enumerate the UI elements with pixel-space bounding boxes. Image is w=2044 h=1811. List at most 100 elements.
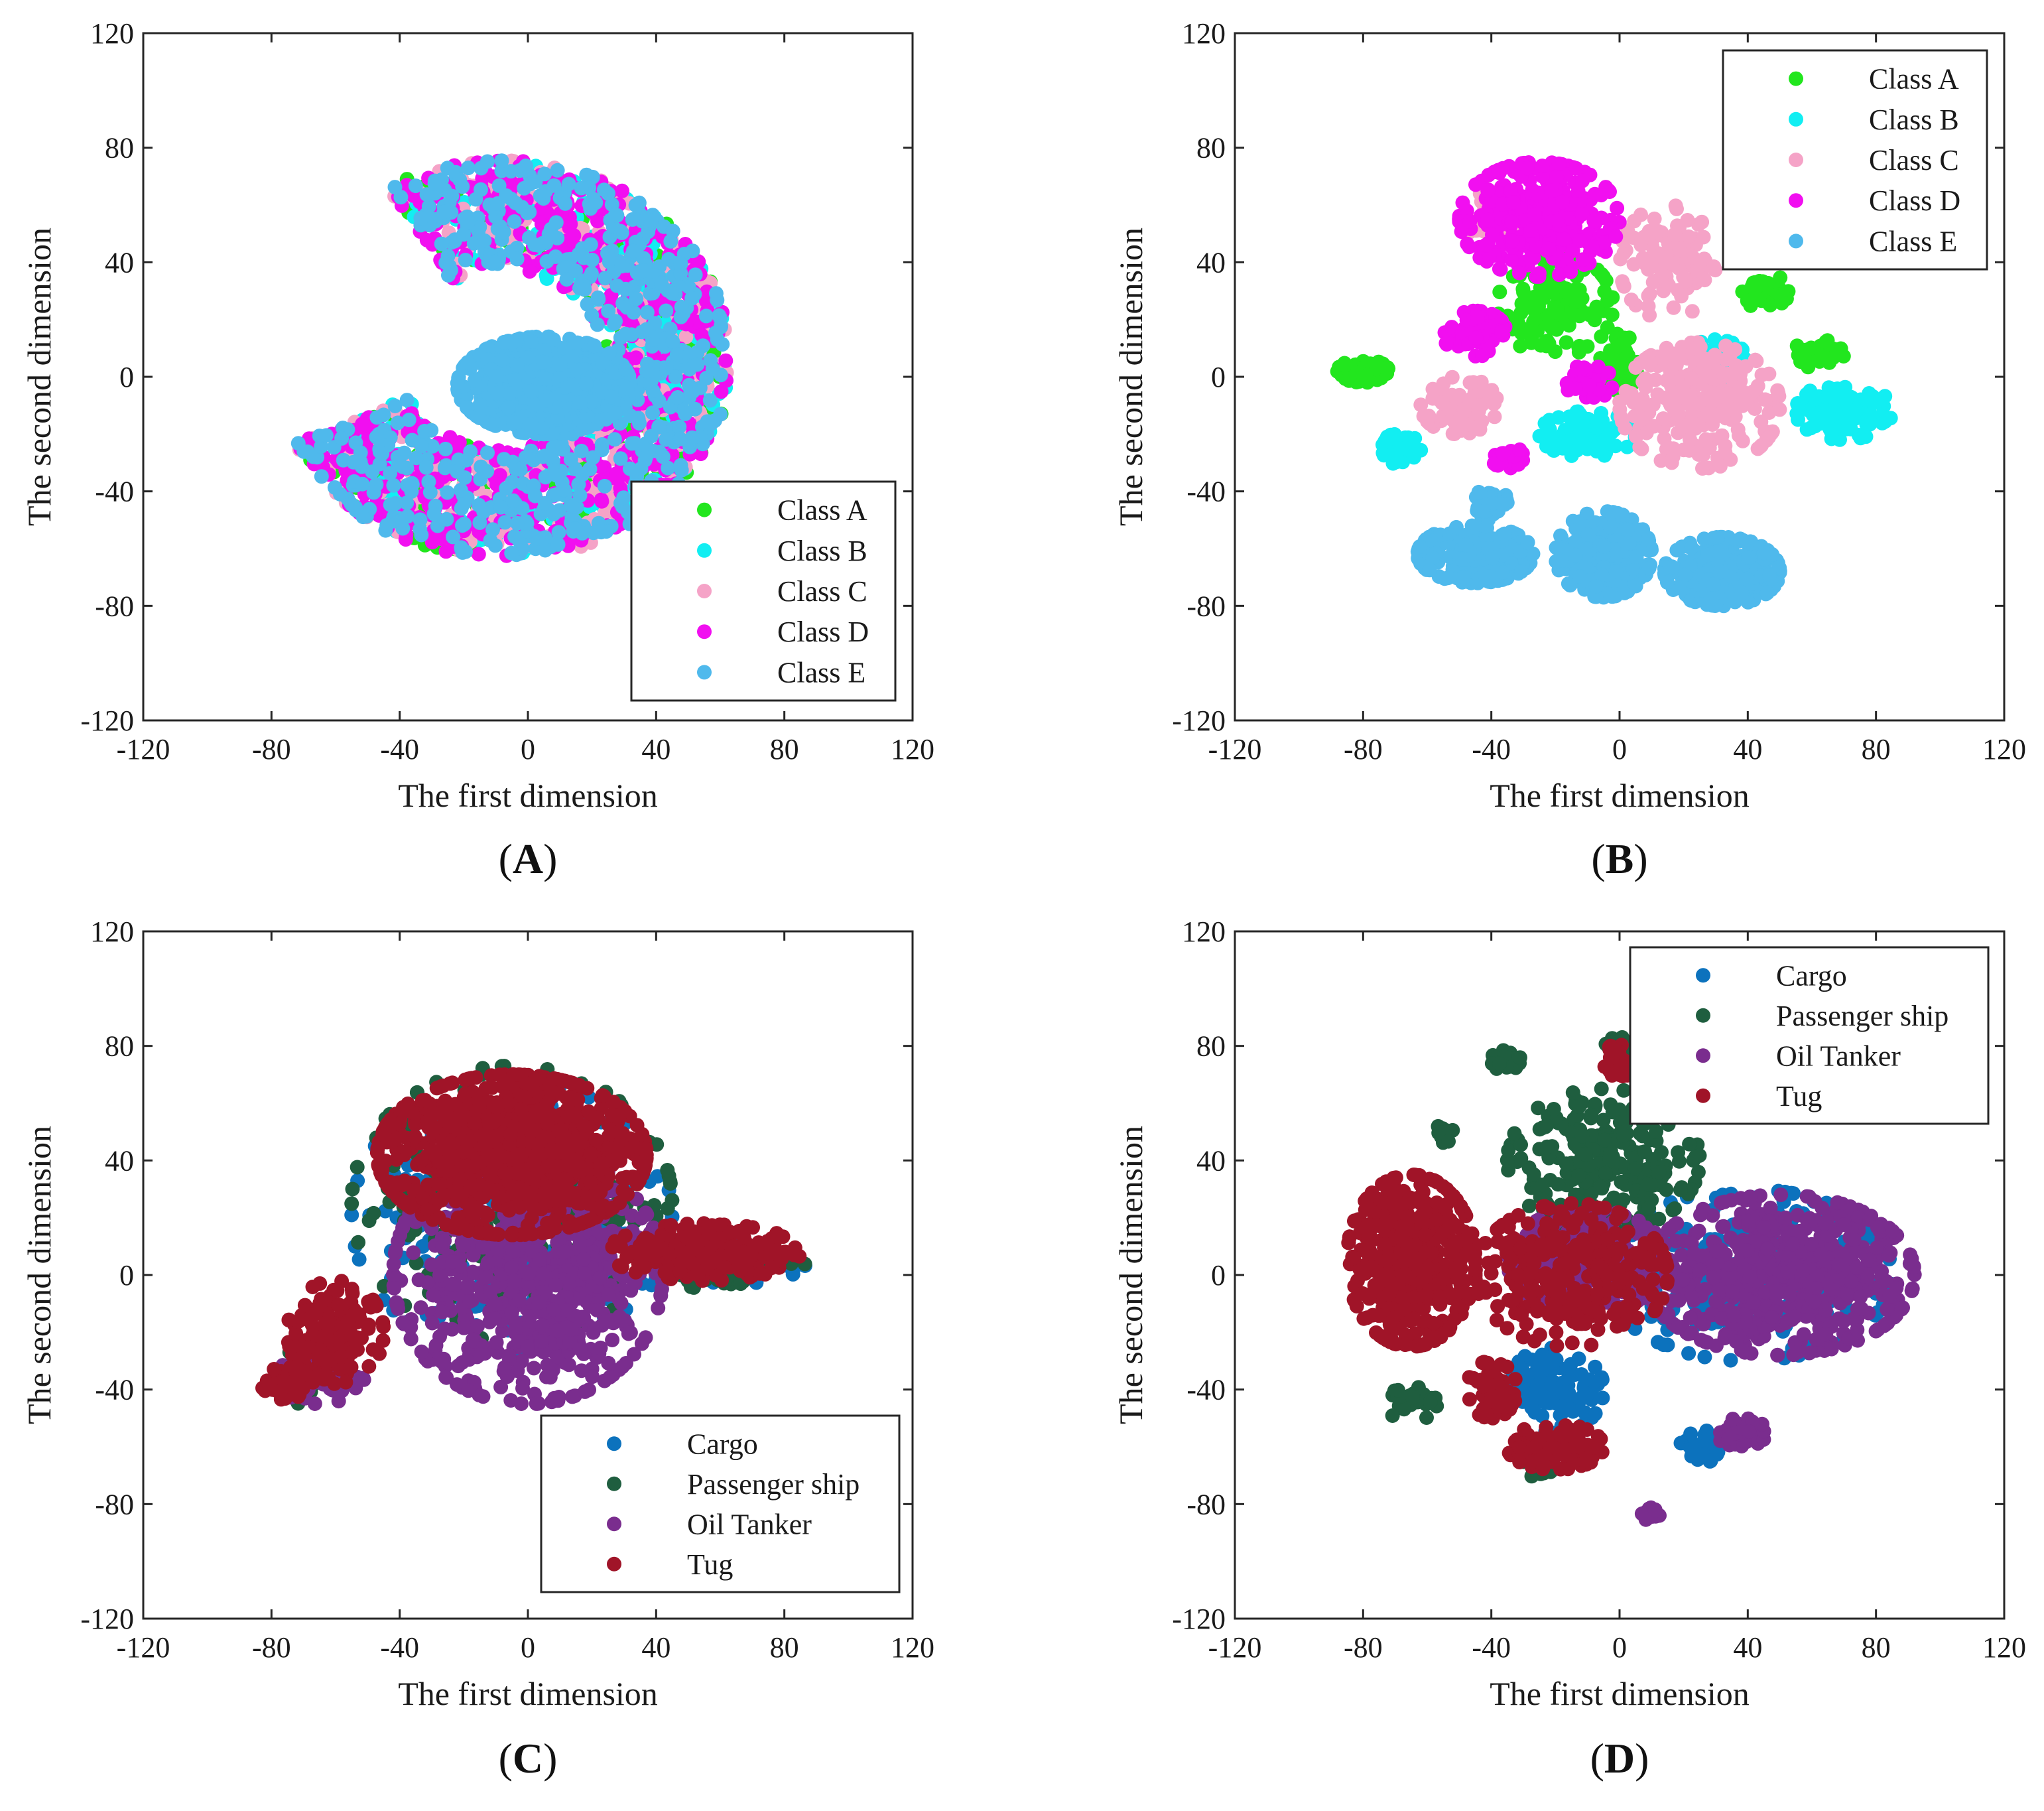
data-point bbox=[1535, 168, 1550, 184]
data-point bbox=[672, 419, 687, 435]
data-point bbox=[439, 511, 454, 527]
data-point bbox=[436, 204, 452, 220]
data-point bbox=[645, 383, 661, 398]
data-point bbox=[527, 488, 543, 503]
y-tick-label: -40 bbox=[95, 476, 134, 508]
data-point bbox=[369, 429, 384, 444]
data-point bbox=[1438, 336, 1454, 351]
data-point bbox=[1626, 257, 1641, 272]
x-tick-label: 80 bbox=[770, 733, 799, 766]
data-point bbox=[1695, 461, 1710, 476]
data-point bbox=[1626, 395, 1641, 410]
data-point bbox=[1540, 333, 1555, 348]
data-point bbox=[644, 429, 659, 444]
data-point bbox=[1551, 410, 1566, 425]
data-point bbox=[399, 393, 415, 408]
data-point bbox=[548, 249, 563, 264]
data-point bbox=[1665, 346, 1681, 362]
data-point bbox=[1422, 563, 1437, 578]
data-point bbox=[557, 340, 572, 356]
data-point bbox=[1495, 196, 1510, 212]
data-point bbox=[1706, 385, 1721, 401]
data-point bbox=[538, 470, 553, 485]
data-point bbox=[1757, 392, 1773, 407]
data-point bbox=[426, 506, 442, 521]
data-point bbox=[527, 397, 543, 412]
data-point bbox=[682, 377, 696, 393]
data-point bbox=[1647, 211, 1662, 226]
data-point bbox=[1624, 293, 1639, 307]
data-point bbox=[670, 390, 685, 405]
data-point bbox=[1458, 537, 1474, 553]
data-point bbox=[684, 291, 700, 306]
data-point bbox=[563, 452, 578, 467]
data-point bbox=[574, 180, 589, 196]
data-point bbox=[669, 347, 684, 362]
data-point bbox=[1790, 396, 1805, 411]
data-point bbox=[1604, 307, 1620, 322]
data-point bbox=[459, 452, 474, 468]
data-point bbox=[668, 369, 683, 385]
data-point bbox=[625, 212, 640, 227]
y-tick-label: 120 bbox=[90, 17, 134, 50]
data-point bbox=[579, 167, 594, 182]
data-point bbox=[422, 485, 438, 500]
data-point bbox=[665, 286, 680, 301]
data-point bbox=[507, 214, 522, 229]
data-point bbox=[387, 180, 403, 195]
legend-marker bbox=[697, 543, 712, 558]
data-point bbox=[554, 475, 570, 490]
data-point bbox=[507, 373, 522, 387]
data-point bbox=[438, 441, 453, 456]
series-class-e bbox=[1410, 484, 1787, 614]
data-point bbox=[552, 503, 567, 518]
data-point bbox=[607, 432, 622, 447]
data-point bbox=[522, 264, 537, 279]
data-point bbox=[537, 448, 552, 464]
data-point bbox=[391, 455, 407, 470]
data-point bbox=[424, 535, 440, 550]
data-point bbox=[1830, 381, 1845, 396]
data-point bbox=[1568, 431, 1584, 446]
data-point bbox=[1493, 262, 1508, 277]
data-point bbox=[604, 197, 619, 212]
data-point bbox=[1387, 431, 1403, 446]
x-tick-label: 0 bbox=[521, 733, 535, 766]
data-point bbox=[631, 411, 646, 426]
data-point bbox=[520, 205, 535, 220]
legend-box bbox=[630, 480, 897, 702]
data-point bbox=[572, 488, 588, 503]
data-point bbox=[1416, 409, 1431, 424]
data-point bbox=[1604, 380, 1620, 395]
data-point bbox=[710, 293, 725, 308]
data-point bbox=[1653, 453, 1669, 468]
data-point bbox=[1629, 428, 1644, 443]
data-point bbox=[517, 180, 532, 196]
data-point bbox=[633, 461, 649, 476]
data-point bbox=[619, 381, 635, 396]
data-point bbox=[480, 445, 495, 460]
scatter-points bbox=[1330, 155, 1898, 614]
data-point bbox=[1472, 422, 1488, 437]
data-point bbox=[1580, 441, 1595, 456]
data-point bbox=[1645, 249, 1660, 264]
legend-marker bbox=[697, 502, 712, 517]
data-point bbox=[713, 368, 728, 383]
data-point bbox=[702, 393, 718, 408]
data-point bbox=[1763, 298, 1778, 312]
data-point bbox=[645, 405, 660, 421]
data-point bbox=[446, 529, 461, 545]
data-point bbox=[688, 267, 703, 283]
data-point bbox=[398, 532, 413, 547]
data-point bbox=[1504, 214, 1519, 230]
data-point bbox=[1594, 406, 1609, 421]
data-point bbox=[618, 362, 633, 377]
data-point bbox=[483, 533, 498, 548]
data-point bbox=[663, 234, 678, 249]
data-point bbox=[607, 405, 623, 421]
data-point bbox=[1666, 300, 1681, 315]
data-point bbox=[1675, 417, 1690, 433]
data-point bbox=[566, 228, 582, 243]
data-point bbox=[1494, 324, 1509, 340]
data-point bbox=[1589, 420, 1604, 435]
